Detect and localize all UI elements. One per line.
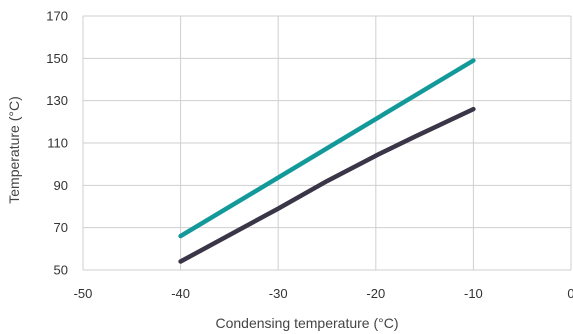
series-line-1 — [178, 58, 476, 239]
tick-layer: -50 -40 -30 -20 -10 0 50 70 90 110 130 150 170 — [46, 9, 573, 302]
x-tick-label: -40 — [171, 286, 190, 301]
y-axis-label: Temperature (°C) — [6, 96, 22, 204]
x-tick-label: -50 — [74, 286, 93, 301]
y-tick-label: 90 — [54, 178, 68, 193]
grid — [82, 15, 572, 271]
y-tick-label: 150 — [46, 51, 68, 66]
y-tick-label: 170 — [46, 9, 68, 24]
x-tick-label: -30 — [269, 286, 288, 301]
x-tick-label: 0 — [567, 286, 573, 301]
x-tick-label: -20 — [366, 286, 385, 301]
y-tick-label: 130 — [46, 93, 68, 108]
x-axis-label: Condensing temperature (°C) — [215, 315, 398, 331]
y-tick-label: 110 — [47, 136, 68, 151]
y-tick-label: 50 — [54, 263, 68, 278]
series-layer — [178, 58, 476, 264]
series-line-2 — [178, 106, 476, 264]
y-tick-label: 70 — [54, 220, 68, 235]
x-tick-label: -10 — [464, 286, 483, 301]
